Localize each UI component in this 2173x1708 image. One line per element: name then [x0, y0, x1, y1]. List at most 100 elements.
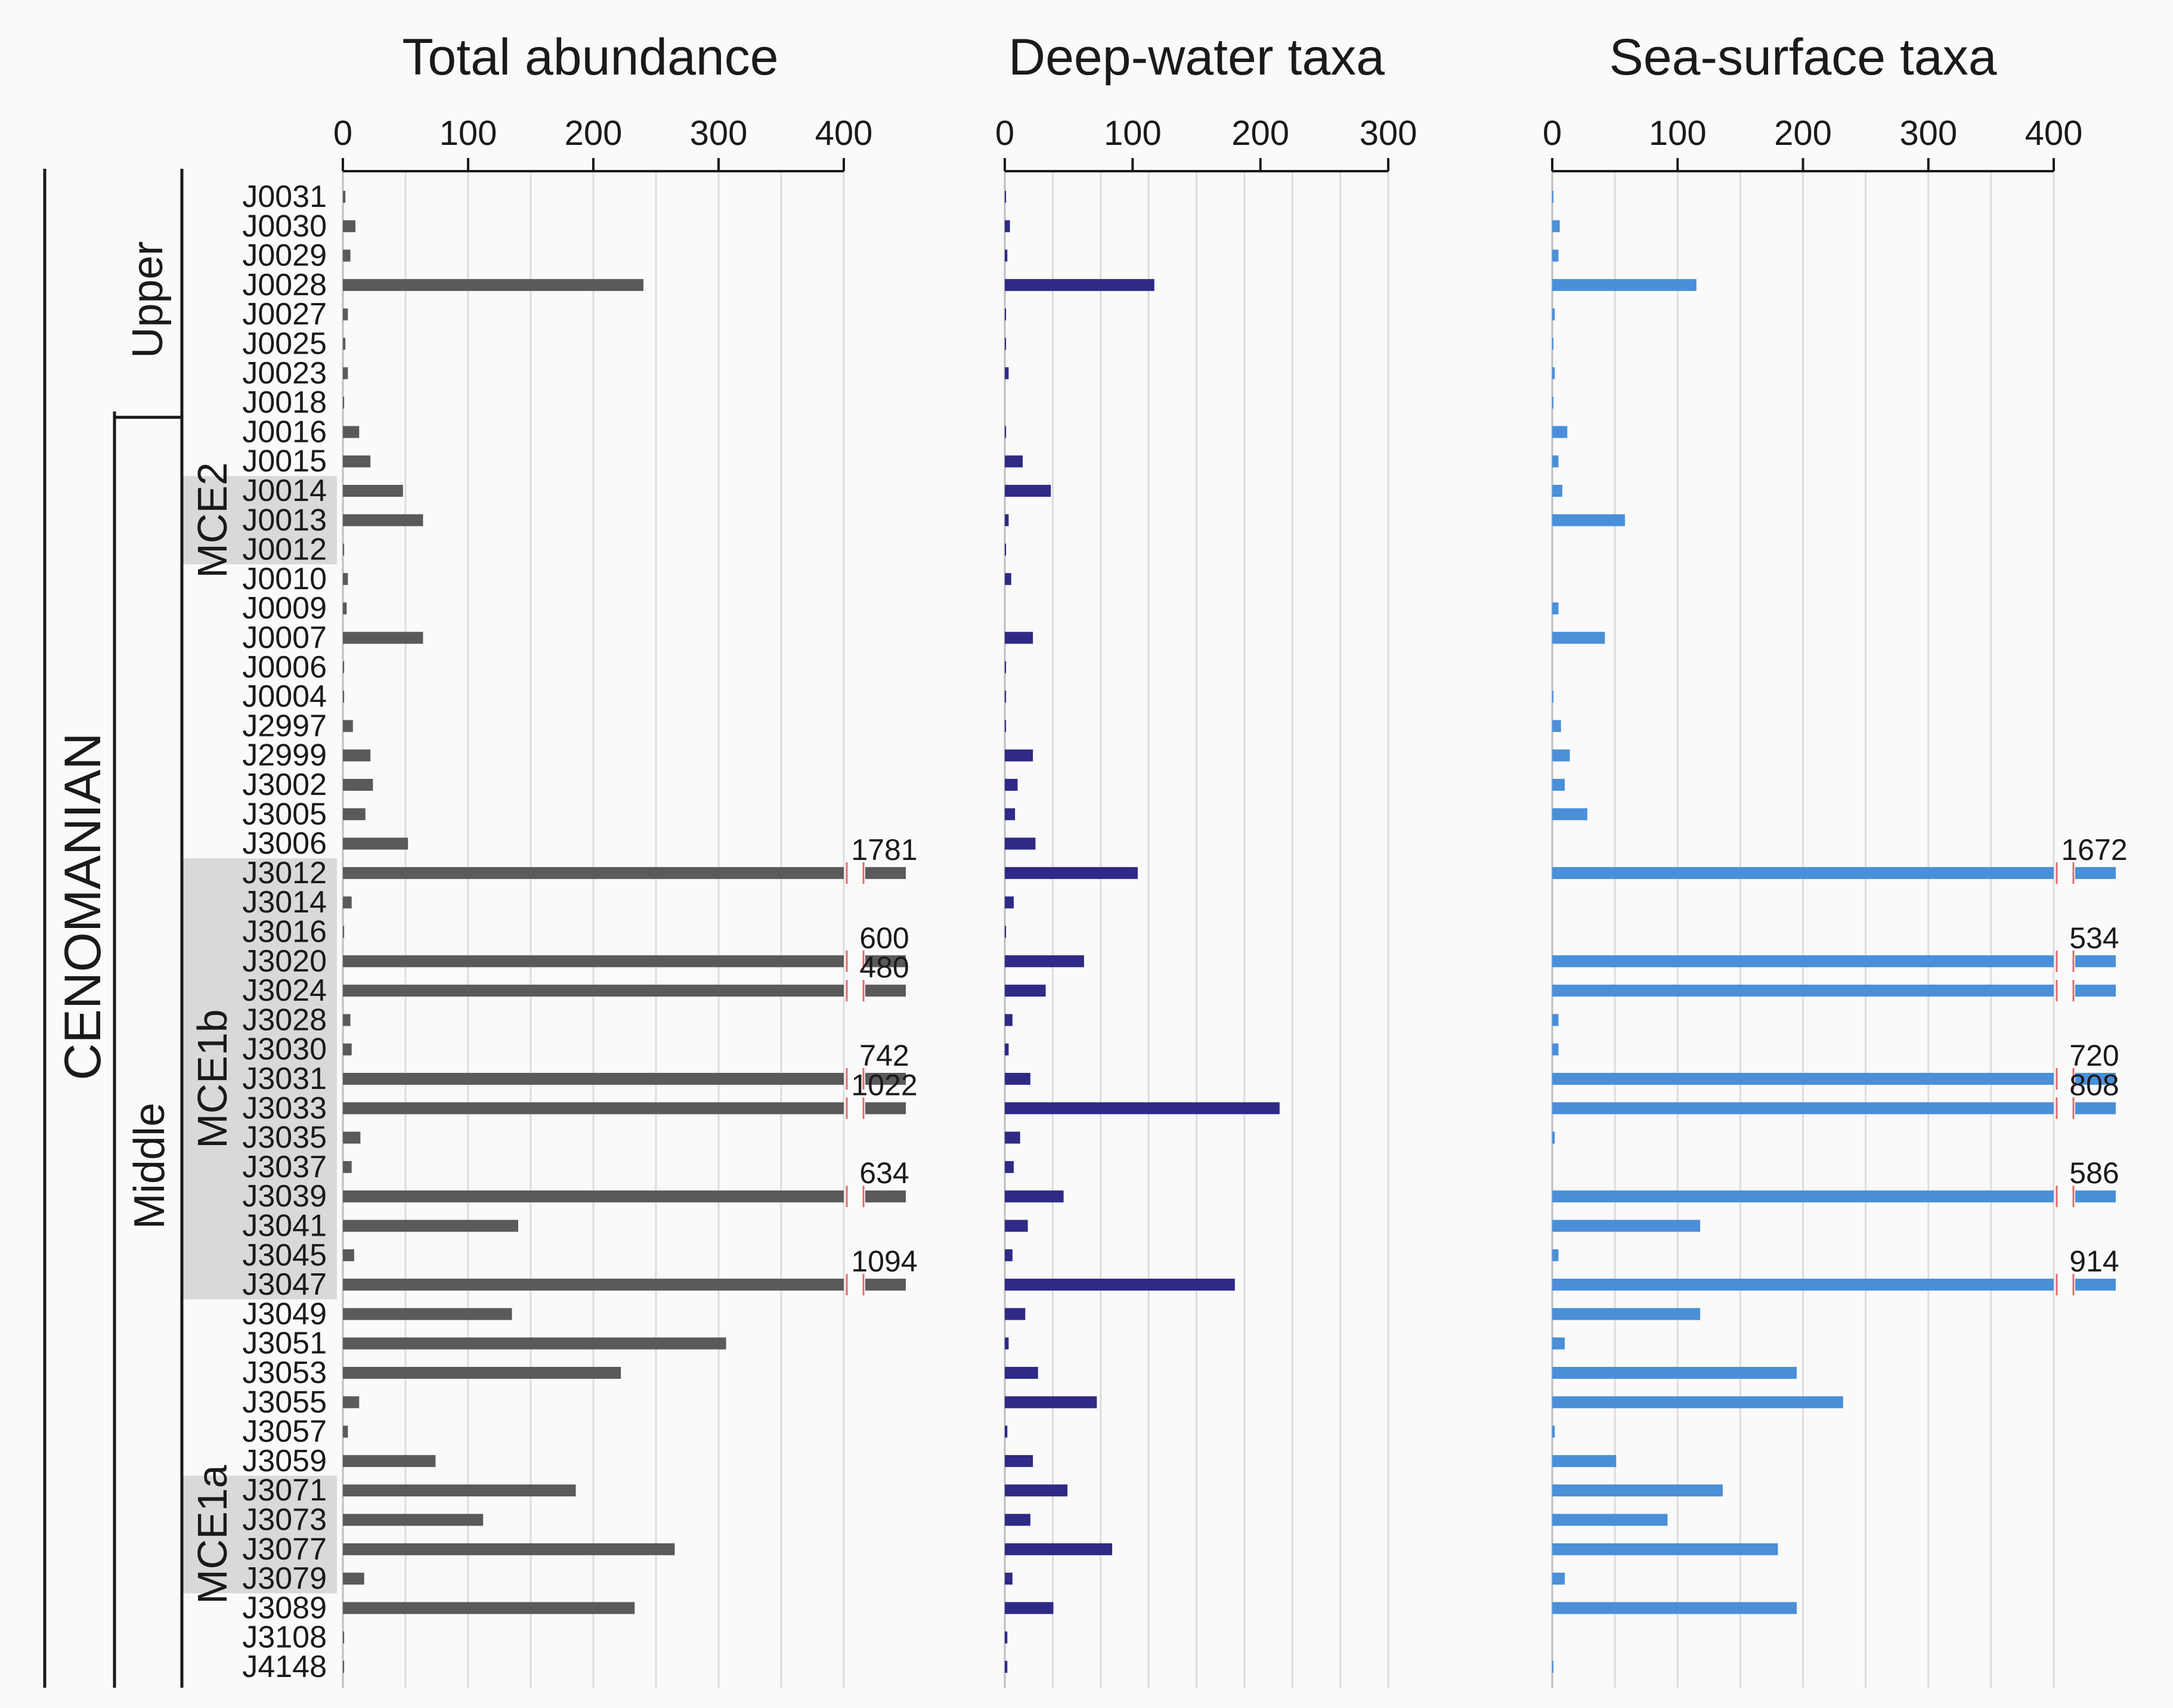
x-tick-label: 400: [815, 114, 873, 153]
bar: [1552, 397, 1554, 409]
bar: [1552, 1279, 2054, 1291]
bar: [1005, 485, 1051, 497]
bar: [1552, 985, 2054, 997]
bar: [343, 249, 351, 262]
sample-label: J0006: [242, 650, 327, 685]
bar: [343, 779, 373, 791]
bar: [1552, 514, 1625, 527]
bar: [1005, 661, 1007, 673]
bar: [343, 455, 371, 468]
sample-label: J3051: [242, 1326, 327, 1361]
bar: [1005, 1043, 1009, 1056]
bar: [1005, 808, 1016, 821]
bar: [1005, 249, 1008, 262]
sample-label: J0015: [242, 444, 327, 479]
bar: [1005, 985, 1046, 997]
x-tick-label: 300: [1360, 114, 1417, 153]
sample-label: J3049: [242, 1297, 327, 1331]
bar: [1552, 1573, 1565, 1585]
bar: [1005, 1425, 1008, 1438]
bar: [343, 1131, 361, 1144]
bar: [343, 220, 355, 233]
sample-label: J0004: [242, 679, 327, 714]
bar: [1005, 1161, 1014, 1173]
bar: [1552, 1514, 1668, 1526]
bar: [1005, 367, 1009, 379]
bar: [343, 837, 408, 850]
bar: [343, 1337, 726, 1350]
overflow-value-label: 914: [2069, 1245, 2119, 1278]
bar: [1005, 1514, 1030, 1526]
sample-label: J0009: [242, 591, 327, 626]
bar: [343, 896, 352, 909]
bar: [1552, 1220, 1701, 1232]
bar: [343, 1514, 484, 1526]
bar: [343, 1220, 518, 1232]
x-tick-label: 400: [2025, 114, 2083, 153]
sample-label: J0031: [242, 180, 327, 214]
bar: [343, 1543, 675, 1555]
bar: [1552, 1073, 2054, 1085]
overflow-value-label: 720: [2069, 1039, 2119, 1072]
zone-label: MCE2: [189, 462, 236, 578]
bar: [1552, 455, 1559, 468]
bar: [1005, 896, 1014, 909]
bar: [343, 308, 348, 321]
bar: [1005, 1631, 1008, 1644]
bar-overflow-segment: [2075, 1102, 2116, 1115]
bar: [343, 1631, 345, 1644]
bar: [343, 1396, 360, 1409]
sample-label: J3108: [242, 1620, 327, 1655]
bar: [343, 1161, 352, 1173]
bar: [1005, 1102, 1280, 1115]
bar: [343, 1279, 844, 1291]
x-tick-label: 200: [565, 114, 623, 153]
bar-overflow-segment: [865, 985, 906, 997]
bar: [1552, 1337, 1565, 1350]
bar: [1552, 1396, 1843, 1409]
bar: [1005, 426, 1007, 438]
sample-label: J3053: [242, 1356, 327, 1390]
bar: [1005, 1661, 1008, 1673]
bar: [1005, 1190, 1064, 1203]
bar: [1552, 691, 1554, 703]
bar: [1005, 1484, 1068, 1497]
sample-label: J3089: [242, 1591, 327, 1625]
bar: [1552, 367, 1555, 379]
bar: [1005, 1573, 1013, 1585]
bar: [343, 632, 423, 644]
bar: [343, 338, 346, 350]
bar-overflow-segment: [2075, 985, 2116, 997]
bar-overflow-segment: [2075, 1073, 2116, 1085]
bar: [343, 1484, 576, 1497]
bar: [1552, 1425, 1555, 1438]
bar: [1005, 779, 1018, 791]
x-tick-label: 0: [1543, 114, 1562, 153]
bar: [1552, 1190, 2054, 1203]
bar: [1552, 220, 1560, 233]
bar: [343, 1367, 621, 1379]
bar: [343, 1661, 345, 1673]
bar: [343, 1425, 348, 1438]
sample-label: J0010: [242, 562, 327, 596]
x-tick-label: 300: [690, 114, 748, 153]
bar: [1005, 1602, 1054, 1614]
bar-overflow-segment: [2075, 1190, 2116, 1203]
bar: [1005, 632, 1033, 644]
bar: [343, 691, 345, 703]
sample-label: J0018: [242, 385, 327, 420]
bar: [343, 191, 346, 203]
bar: [1005, 455, 1023, 468]
bar: [343, 1249, 354, 1261]
stage-label: CENOMANIAN: [54, 733, 112, 1081]
bar: [1552, 308, 1555, 321]
bar: [343, 602, 347, 615]
bar: [1552, 1308, 1701, 1320]
bar: [343, 514, 423, 527]
x-tick-label: 100: [1649, 114, 1707, 153]
bar: [343, 367, 348, 379]
bar: [1552, 1014, 1559, 1026]
bar: [1552, 779, 1565, 791]
overflow-value-label: 586: [2069, 1156, 2119, 1190]
sample-label: J3057: [242, 1415, 327, 1449]
